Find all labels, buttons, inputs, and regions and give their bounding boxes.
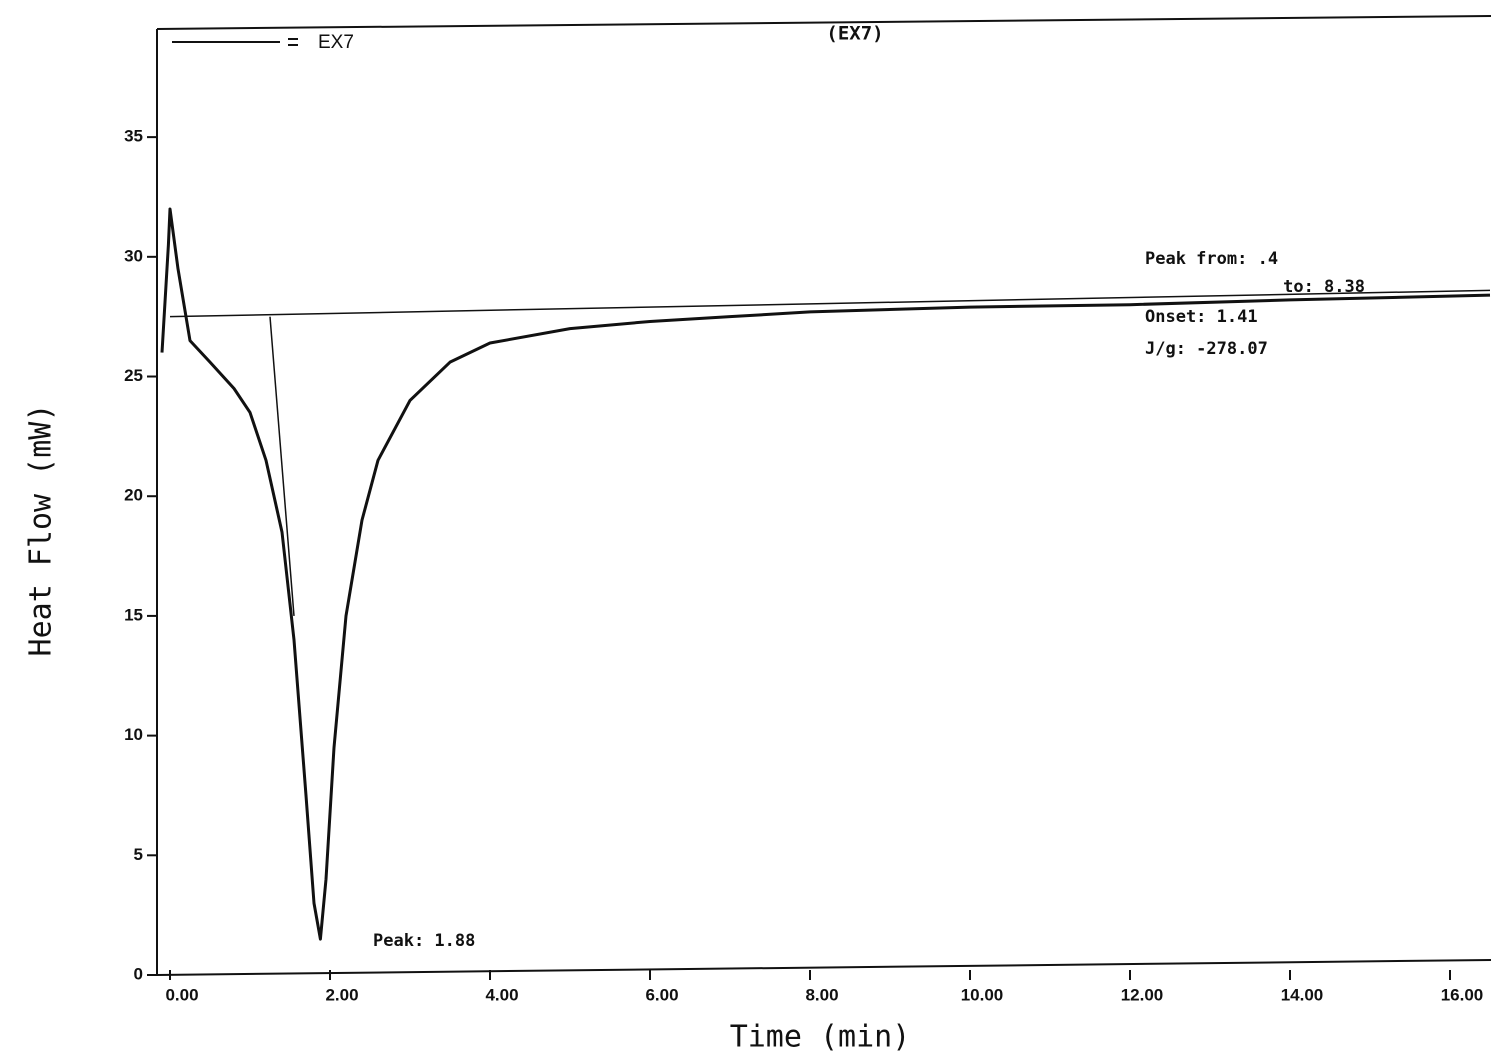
annotation: J/g: -278.07: [1145, 339, 1268, 359]
x-tick-label: 10.00: [961, 985, 1004, 1004]
data-line: [160, 207, 1491, 941]
x-axis-line: [156, 959, 1491, 976]
x-axis-title: Time (min): [730, 1020, 911, 1055]
plot-frame-top: [156, 15, 1491, 30]
y-tick-label: 15: [124, 605, 143, 624]
y-tick-label: 10: [124, 725, 143, 744]
y-tick-label: 30: [124, 246, 143, 265]
x-tick-label: 8.00: [805, 985, 838, 1004]
chart-title: (EX7): [826, 23, 883, 45]
y-tick-label: 0: [134, 964, 143, 983]
x-tick-label: 4.00: [485, 985, 518, 1004]
x-tick-label: 16.00: [1441, 985, 1484, 1004]
x-tick-label: 2.00: [325, 985, 358, 1004]
reference-line: [269, 316, 295, 616]
y-tick-label: 25: [124, 366, 143, 385]
annotation: Onset: 1.41: [1145, 307, 1258, 327]
y-tick-label: 5: [134, 845, 143, 864]
reference-line: [169, 289, 1491, 318]
annotation: to: 8.38: [1283, 277, 1365, 297]
legend-label: EX7: [318, 32, 354, 53]
x-tick-label: 12.00: [1121, 985, 1164, 1004]
annotation: Peak from: .4: [1145, 249, 1278, 269]
x-tick-label: 0.00: [165, 985, 198, 1004]
y-tick-label: 35: [124, 127, 143, 146]
x-tick-label: 14.00: [1281, 985, 1324, 1004]
y-tick-label: 20: [124, 486, 143, 505]
x-tick-label: 6.00: [645, 985, 678, 1004]
y-axis-title: Heat Flow (mW): [24, 404, 59, 657]
annotation: Peak: 1.88: [373, 931, 475, 951]
